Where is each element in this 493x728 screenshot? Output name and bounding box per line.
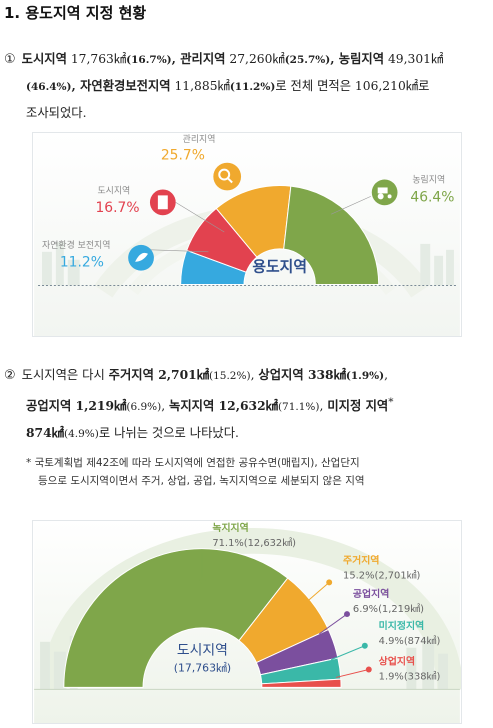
agri-slice — [283, 185, 380, 286]
sep: , — [319, 399, 328, 414]
sep: , — [250, 368, 259, 382]
agri-chart-pct: 46.4% — [410, 189, 454, 205]
footnote-line-1: * 국토계획법 제42조에 따라 도시지역에 연접한 공유수면(매립지), 산업… — [26, 457, 360, 469]
ind-chart-label: 공업지역 — [353, 587, 389, 600]
urban-center-label: 도시지역 — [177, 643, 228, 659]
nature-chart-pct: 11.2% — [60, 255, 104, 271]
nature-chart-label: 자연환경 보전지역 — [42, 239, 110, 251]
green-chart-value: 71.1%(12,632㎢) — [212, 537, 296, 549]
land-use-center-label: 용도지역 — [252, 258, 307, 276]
agri-pct: (46.4%) — [26, 81, 72, 93]
urban-area-chart: 녹지지역 71.1%(12,632㎢) 주거지역 15.2%(2,701㎢) 공… — [32, 520, 462, 724]
sep: , — [71, 78, 81, 93]
urban-chart-pct: 16.7% — [95, 200, 139, 216]
para2-lead: 도시지역은 다시 — [21, 368, 109, 382]
paragraph-2: ② 도시지역은 다시 주거지역 2,701㎢(15.2%), 상업지역 338㎢(… — [4, 362, 488, 447]
nature-label: 자연환경보전지역 — [80, 78, 171, 93]
section-heading: 1. 용도지역 지정 현황 — [4, 4, 147, 22]
mgmt-area: 27,260㎢ — [225, 52, 285, 66]
agri-area: 49,301㎢ — [384, 52, 444, 66]
green-label: 녹지지역 12,632㎢ — [169, 398, 278, 414]
res-pct: (15.2%) — [209, 370, 251, 382]
mgmt-pct: (25.7%) — [284, 54, 331, 66]
circled-number-1: ① — [4, 52, 16, 67]
undes-label: 미지정 지역 — [327, 398, 389, 414]
paragraph-1: ① 도시지역 17,763㎢(16.7%), 관리지역 27,260㎢(25.7%… — [4, 46, 488, 126]
footnote-star: * — [388, 396, 394, 408]
urban-chart-label: 도시지역 — [97, 185, 130, 196]
com-chart-label: 상업지역 — [379, 655, 415, 668]
urban-label: 도시지역 — [21, 51, 67, 66]
nature-area: 11,885㎢ — [170, 79, 230, 93]
com-pct: (1.9%) — [345, 370, 385, 382]
undes-pct: (4.9%) — [63, 428, 99, 441]
land-use-chart: 관리지역 25.7% 농림지역 46.4% 도시지역 16.7% 자연환경 보전… — [32, 132, 462, 337]
undes-chart-value: 4.9%(874㎢) — [379, 635, 441, 647]
nature-pct: (11.2%) — [229, 81, 276, 93]
undes-chart-label: 미지정지역 — [379, 619, 425, 632]
ind-label: 공업지역 1,219㎢ — [26, 398, 127, 414]
para1-tail2: 조사되었다. — [26, 106, 87, 120]
mgmt-label: 관리지역 — [180, 51, 226, 66]
footnote-line-2: 등으로 도시지역이면서 주거, 상업, 공업, 녹지지역으로 세분되지 않은 지… — [38, 475, 365, 487]
com-label: 상업지역 338㎢ — [258, 367, 346, 382]
urban-center-value: (17,763㎢) — [174, 662, 231, 675]
agri-chart-label: 농림지역 — [412, 174, 445, 186]
ind-chart-value: 6.9%(1,219㎢) — [353, 603, 424, 615]
green-chart-label: 녹지지역 — [212, 521, 248, 534]
ind-pct: (6.9%) — [126, 401, 162, 414]
urban-area: 17,763㎢ — [66, 52, 127, 66]
footnote: * 국토계획법 제42조에 따라 도시지역에 연접한 공유수면(매립지), 산업… — [26, 454, 488, 490]
para2-tail: 로 나뉘는 것으로 나타났다. — [98, 426, 239, 441]
sep: , — [161, 399, 170, 414]
undes-area: 874㎢ — [26, 425, 64, 441]
agri-label: 농림지역 — [338, 51, 385, 66]
res-label: 주거지역 2,701㎢ — [108, 367, 210, 382]
green-pct: (71.1%) — [277, 401, 320, 414]
mgmt-chart-label: 관리지역 — [183, 134, 216, 145]
com-slice — [261, 678, 342, 688]
search-icon — [213, 162, 242, 191]
res-chart-label: 주거지역 — [343, 554, 379, 567]
com-chart-value: 1.9%(338㎢) — [379, 670, 441, 682]
circled-number-2: ② — [4, 368, 16, 383]
urban-pct: (16.7%) — [126, 54, 172, 66]
res-chart-value: 15.2%(2,701㎢) — [343, 569, 420, 581]
sep: , — [330, 51, 339, 66]
sep: , — [171, 51, 181, 66]
para1-tail: 로 전체 면적은 106,210㎢로 — [275, 79, 430, 93]
sep: , — [384, 368, 389, 382]
green-slice — [63, 548, 289, 688]
mgmt-chart-pct: 25.7% — [161, 148, 205, 164]
